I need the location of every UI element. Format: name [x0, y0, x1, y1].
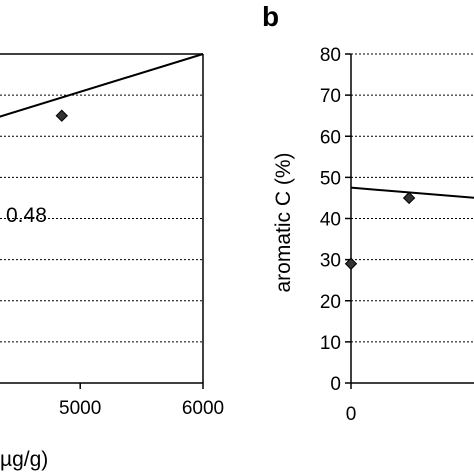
- y-tick-label-b-1: 10: [320, 333, 341, 354]
- x-tick-label-a-1: 5000: [59, 398, 101, 419]
- y-tick-label-b-4: 40: [320, 210, 341, 231]
- data-point-a-0: [55, 109, 68, 122]
- panel-b: b 0102030405060708001000aromatic C (%): [262, 1, 474, 425]
- y-tick-label-b-6: 60: [320, 127, 341, 148]
- x-axis-title-a: µg/g): [0, 448, 48, 471]
- x-tick-label-a-2: 6000: [182, 398, 224, 419]
- annotation-a: 0.48: [6, 204, 47, 227]
- y-tick-label-b-7: 70: [320, 86, 341, 107]
- data-point-b-0: [344, 257, 358, 270]
- data-point-b-1: [402, 191, 416, 205]
- x-tick-label-b-0: 0: [346, 404, 357, 425]
- y-axis-title-b: aromatic C (%): [272, 152, 295, 292]
- y-tick-label-b-5: 50: [320, 168, 341, 189]
- fit-line-a: [0, 53, 204, 118]
- fit-line-b: [350, 186, 474, 199]
- y-tick-label-b-2: 20: [320, 292, 341, 313]
- y-tick-label-b-0: 0: [330, 374, 341, 395]
- panel-label-b: b: [262, 1, 279, 32]
- y-tick-label-b-3: 30: [320, 251, 341, 272]
- y-tick-label-b-8: 80: [320, 45, 341, 66]
